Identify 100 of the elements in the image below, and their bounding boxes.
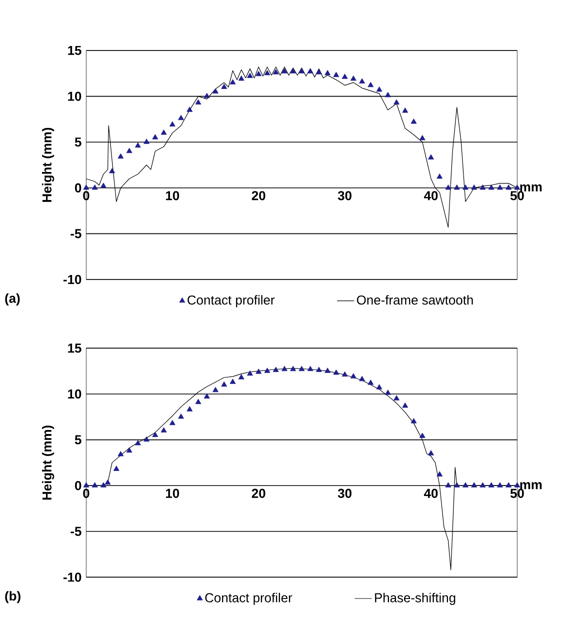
point xyxy=(307,68,314,74)
point xyxy=(445,184,452,190)
point xyxy=(92,184,98,190)
point xyxy=(462,482,468,488)
point xyxy=(436,174,443,179)
point xyxy=(195,99,202,104)
point xyxy=(247,72,253,78)
point xyxy=(221,381,228,387)
point xyxy=(152,134,158,140)
y-tick-label: 15 xyxy=(68,46,82,56)
x-tick-label: 20 xyxy=(252,488,266,498)
x-tick-label: 30 xyxy=(338,488,352,498)
y-axis-title: Height (mm) xyxy=(42,426,54,500)
point xyxy=(113,466,120,471)
point xyxy=(92,482,98,488)
point xyxy=(307,366,314,372)
point xyxy=(281,68,288,74)
point xyxy=(506,482,512,488)
x-tick-label: 10 xyxy=(166,488,180,498)
point xyxy=(221,84,228,89)
x-tick-label: 30 xyxy=(338,191,352,200)
point xyxy=(186,106,193,112)
y-tick-label: 0 xyxy=(74,481,82,490)
point xyxy=(290,68,296,74)
y-tick-label: 0 xyxy=(74,183,82,192)
point xyxy=(496,184,503,190)
point xyxy=(350,373,356,378)
point xyxy=(298,366,305,372)
point xyxy=(144,138,150,144)
point xyxy=(471,482,478,488)
point xyxy=(160,427,167,432)
point xyxy=(272,69,279,74)
point xyxy=(134,440,141,446)
point xyxy=(333,370,340,375)
point xyxy=(402,402,408,408)
point xyxy=(342,74,348,79)
point xyxy=(428,450,434,456)
point xyxy=(144,436,150,442)
text: (a) xyxy=(5,293,20,306)
y-tick-label: -5 xyxy=(70,229,82,238)
point xyxy=(204,393,210,399)
point xyxy=(471,184,478,190)
point xyxy=(178,114,184,120)
point xyxy=(324,368,331,373)
x-axis-title: mm xyxy=(520,184,542,192)
point xyxy=(160,130,167,135)
point xyxy=(445,482,452,488)
y-tick-label: 15 xyxy=(68,344,82,353)
point xyxy=(436,471,443,476)
point xyxy=(480,482,486,488)
point xyxy=(83,184,90,190)
point xyxy=(324,70,331,76)
point xyxy=(359,78,365,84)
x-tick-label: 20 xyxy=(252,191,266,200)
point xyxy=(419,135,426,140)
point xyxy=(212,88,218,94)
point xyxy=(480,184,486,190)
point xyxy=(256,70,262,76)
point xyxy=(134,142,141,148)
point xyxy=(195,398,202,404)
point xyxy=(359,376,365,382)
point xyxy=(384,390,391,395)
point xyxy=(169,420,176,426)
y-tick-label: -10 xyxy=(63,274,82,284)
point xyxy=(454,184,460,190)
point xyxy=(376,86,382,92)
point xyxy=(152,432,158,438)
legend-label: Phase-shifting xyxy=(375,592,456,605)
legend-label: One-frame sawtooth xyxy=(356,295,473,305)
point xyxy=(496,482,503,488)
point xyxy=(488,482,494,488)
point xyxy=(402,108,408,113)
point xyxy=(169,121,176,126)
point xyxy=(350,76,356,81)
point xyxy=(376,384,382,390)
point xyxy=(100,182,106,188)
x-axis-title: mm xyxy=(520,482,542,490)
point xyxy=(230,79,236,84)
y-axis-title: Height (mm) xyxy=(42,128,54,202)
point xyxy=(316,69,322,74)
point xyxy=(506,184,512,190)
point xyxy=(104,479,111,485)
point xyxy=(204,92,210,98)
point xyxy=(410,118,417,124)
point xyxy=(488,184,494,190)
point xyxy=(230,378,236,384)
point xyxy=(290,366,296,372)
x-tick-label: 10 xyxy=(166,191,180,200)
text: (b) xyxy=(5,591,20,604)
point xyxy=(186,406,193,412)
point xyxy=(83,482,90,488)
point xyxy=(264,368,270,373)
point xyxy=(316,366,322,372)
point xyxy=(428,154,434,160)
point xyxy=(394,395,400,400)
y-tick-label: 5 xyxy=(74,435,82,444)
point xyxy=(342,371,348,377)
point xyxy=(514,184,520,190)
y-tick-label: -5 xyxy=(70,526,82,536)
point xyxy=(462,184,468,190)
